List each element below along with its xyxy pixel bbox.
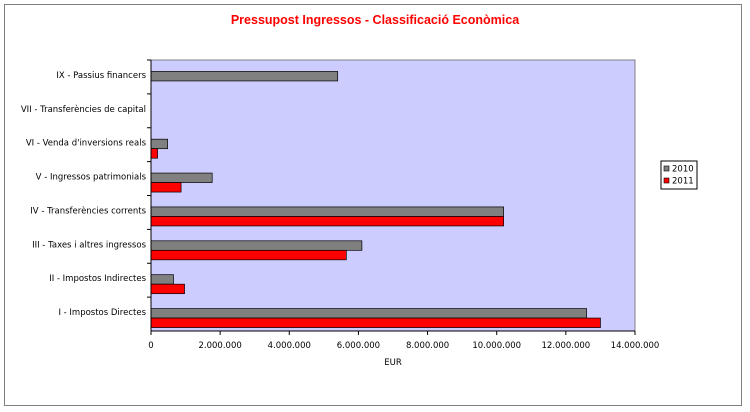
x-axis-title: EUR: [384, 358, 402, 368]
legend-box: [660, 160, 698, 190]
plot-area: [150, 59, 636, 332]
category-label: VII - Transferències de capital: [21, 104, 146, 115]
bar-2010-7: [150, 308, 587, 319]
legend: 2010 2011: [660, 160, 698, 190]
legend-label-2010: 2010: [672, 165, 694, 175]
bar-2010-0: [150, 71, 339, 82]
category-label: IV - Transferències corrents: [30, 205, 146, 216]
bar-2011-3: [150, 182, 182, 193]
x-tick-label: 2.000.000: [199, 341, 242, 351]
chart-title: Pressupost Ingressos - Classificació Eco…: [230, 13, 520, 27]
axes-group: [147, 59, 635, 332]
bar-2010-2: [150, 138, 168, 150]
bar-2010-3: [150, 172, 213, 183]
legend-swatch-2010: [663, 165, 670, 172]
x-tick-label: 4.000.000: [268, 341, 311, 351]
bar-2011-5: [150, 249, 347, 261]
x-tick-label: 10.000.000: [472, 341, 521, 351]
category-label: II - Impostos Indirectes: [49, 274, 146, 284]
bar-2010-5: [150, 240, 363, 251]
x-tick-label: 12.000.000: [542, 341, 591, 351]
bar-2010-4: [150, 206, 504, 217]
bar-2011-7: [150, 317, 601, 328]
x-tick-label: 0: [148, 341, 153, 351]
x-tick-label: 8.000.000: [406, 341, 449, 351]
x-tick-group: 0 2.000.000 4.000.000 6.000.000 8.000.000 10.…: [148, 331, 659, 351]
bar-2011-4: [150, 216, 504, 227]
bars-group: [150, 71, 601, 328]
x-tick-label: 14.000.000: [611, 341, 660, 351]
category-label: III - Taxes i altres ingressos: [32, 240, 146, 250]
category-label: V - Ingressos patrimonials: [36, 173, 147, 183]
legend-label-2011: 2011: [672, 177, 694, 187]
bar-2010-6: [150, 274, 174, 285]
category-label: I - Impostos Directes: [58, 308, 146, 318]
x-tick-label: 6.000.000: [337, 341, 380, 351]
category-label: IX - Passius financers: [56, 71, 146, 81]
bar-2011-2: [150, 148, 158, 159]
bar-2011-6: [150, 283, 185, 295]
category-label-group: IX - Passius financers VII - Transferènci…: [21, 71, 147, 318]
category-label: VI - Venda d'inversions reals: [26, 139, 147, 149]
legend-swatch-2011: [663, 177, 670, 184]
